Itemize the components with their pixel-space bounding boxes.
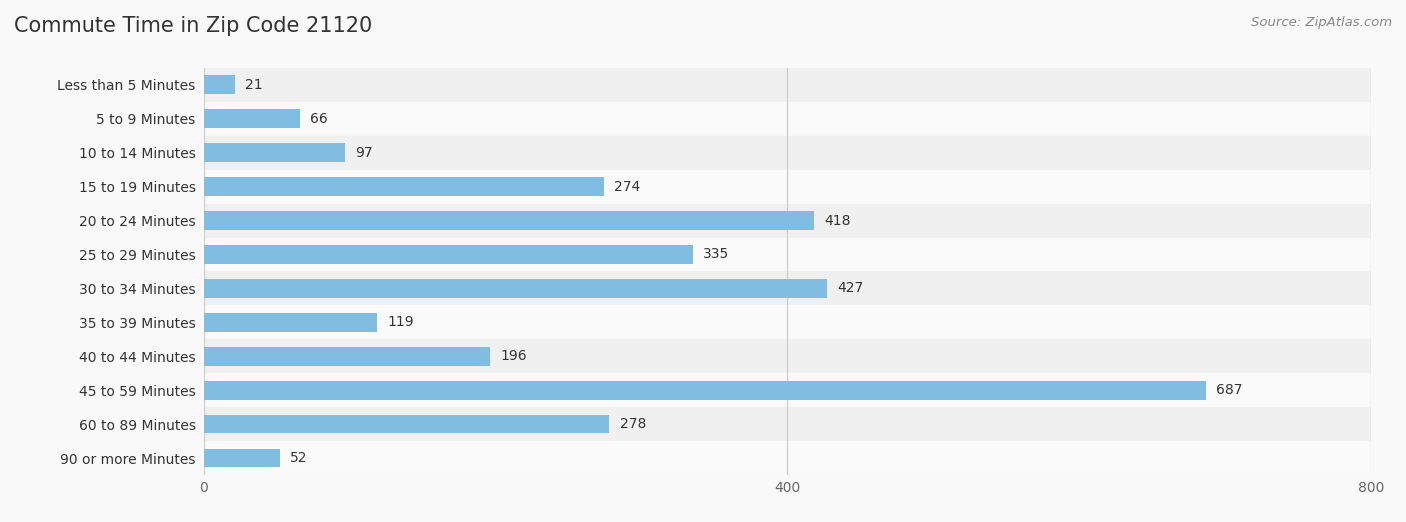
Bar — [204, 415, 609, 433]
Bar — [204, 407, 1371, 441]
Text: Commute Time in Zip Code 21120: Commute Time in Zip Code 21120 — [14, 16, 373, 35]
Bar — [204, 305, 1371, 339]
Bar — [204, 76, 235, 94]
Text: 196: 196 — [501, 349, 527, 363]
Bar — [204, 68, 1371, 102]
Text: Source: ZipAtlas.com: Source: ZipAtlas.com — [1251, 16, 1392, 29]
Text: 418: 418 — [824, 213, 851, 228]
Text: 21: 21 — [245, 78, 263, 92]
Text: 274: 274 — [614, 180, 640, 194]
Bar — [204, 170, 1371, 204]
Bar — [204, 110, 299, 128]
Text: 278: 278 — [620, 417, 645, 431]
Text: 97: 97 — [356, 146, 373, 160]
Bar — [204, 347, 489, 365]
Text: 66: 66 — [311, 112, 328, 126]
Bar — [204, 102, 1371, 136]
Text: 52: 52 — [290, 451, 308, 465]
Bar — [204, 339, 1371, 373]
Bar — [204, 144, 346, 162]
Bar — [204, 373, 1371, 407]
Bar — [204, 279, 827, 298]
Bar — [204, 441, 1371, 475]
Text: 687: 687 — [1216, 383, 1243, 397]
Text: 427: 427 — [837, 281, 863, 295]
Bar — [204, 313, 377, 331]
Bar — [204, 245, 693, 264]
Bar — [204, 238, 1371, 271]
Bar — [204, 381, 1206, 399]
Text: 119: 119 — [388, 315, 415, 329]
Bar — [204, 204, 1371, 238]
Bar — [204, 136, 1371, 170]
Bar — [204, 449, 280, 467]
Text: 335: 335 — [703, 247, 728, 262]
Bar — [204, 211, 814, 230]
Bar — [204, 271, 1371, 305]
Bar — [204, 177, 603, 196]
